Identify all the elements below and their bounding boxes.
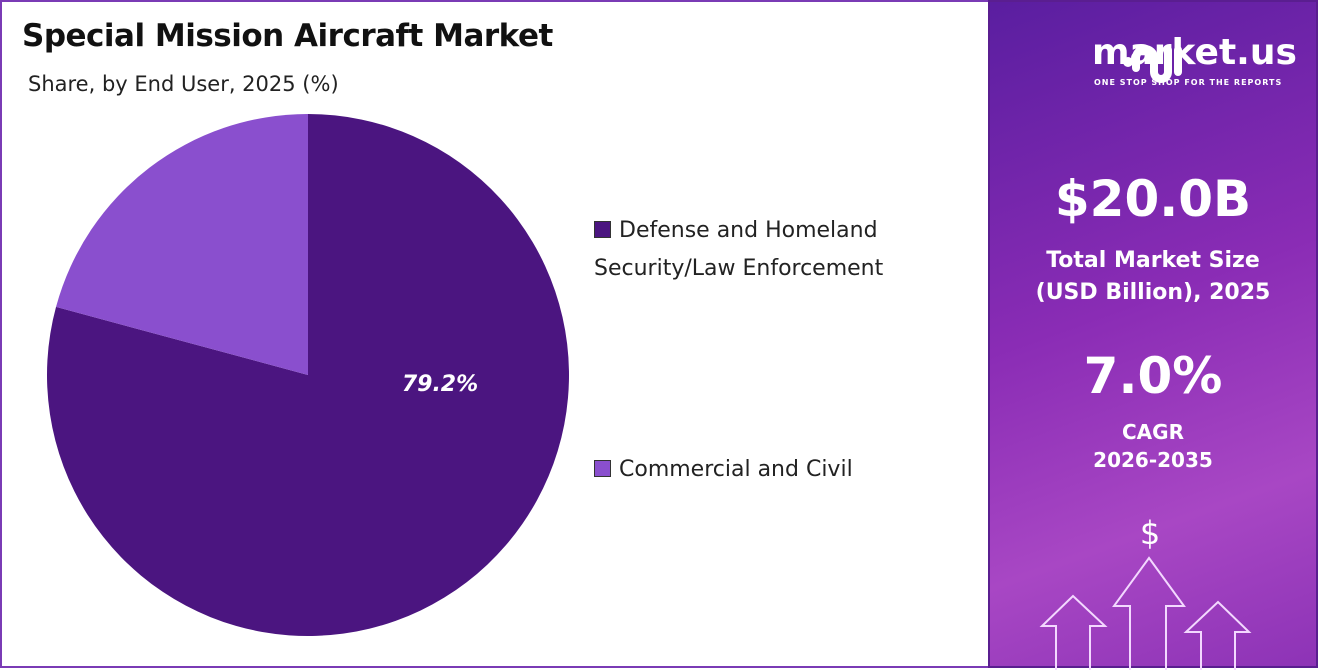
pie-slice-1 [56, 114, 308, 375]
slice-label-defense: 79.2% [402, 372, 478, 397]
market-size-label: (USD Billion), 2025 [1035, 280, 1271, 305]
logo-mark-icon [1123, 45, 1182, 83]
summary-panel: market.us ONE STOP SHOP FOR THE REPORTS … [988, 0, 1318, 670]
dollar-icon: $ [1139, 514, 1161, 552]
pie-chart: 79.2% [46, 114, 569, 636]
market-us-logo: market.us ONE STOP SHOP FOR THE REPORTS [1018, 32, 1297, 87]
logo-word: market.us [1092, 32, 1297, 73]
legend-item-commercial: Commercial and Civil [594, 451, 853, 489]
growth-arrows-icon [1039, 556, 1252, 670]
market-size-label: Total Market Size [1046, 248, 1260, 273]
cagr-period: 2026-2035 [1093, 448, 1213, 472]
legend-swatch-commercial [594, 460, 611, 477]
legend-label: Defense and Homeland [619, 218, 878, 243]
chart-title: Special Mission Aircraft Market [22, 18, 553, 54]
cagr-value: 7.0% [1083, 347, 1223, 405]
cagr-label: CAGR [1122, 420, 1184, 444]
legend-label: Security/Law Enforcement [594, 256, 884, 281]
legend-swatch-defense [594, 221, 611, 238]
market-size-value: $20.0B [1054, 170, 1252, 228]
legend-item-defense: Defense and Homeland Security/Law Enforc… [594, 212, 883, 288]
legend-label: Commercial and Civil [619, 457, 853, 482]
logo-tagline: ONE STOP SHOP FOR THE REPORTS [1094, 78, 1283, 87]
chart-subtitle: Share, by End User, 2025 (%) [28, 72, 339, 96]
pie-slice-0 [46, 114, 569, 636]
